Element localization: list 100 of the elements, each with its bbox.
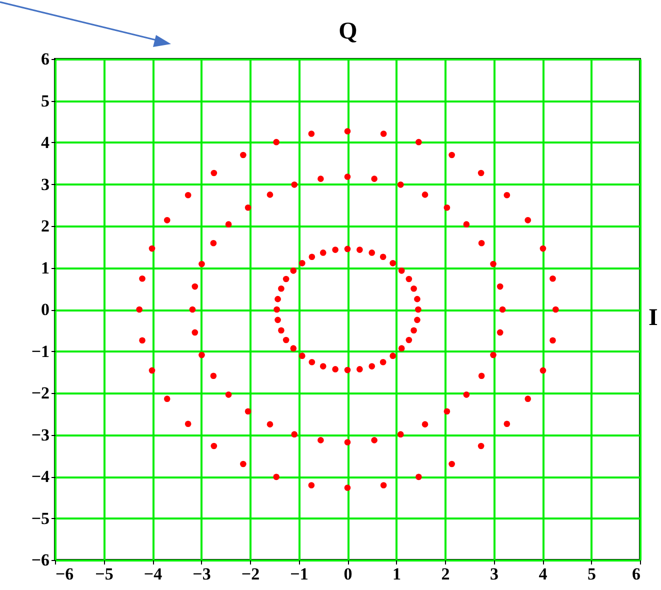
point — [282, 336, 290, 344]
y-tick-label: −4 — [31, 467, 50, 486]
point — [266, 192, 274, 198]
point — [184, 420, 192, 428]
y-tick-label: −6 — [31, 550, 50, 570]
point — [397, 431, 404, 438]
point — [444, 204, 450, 211]
point — [448, 152, 455, 158]
x-tick-label: −5 — [95, 564, 114, 584]
point — [320, 363, 326, 370]
point — [308, 254, 316, 260]
point — [356, 366, 363, 372]
point — [192, 329, 198, 336]
point — [478, 170, 484, 176]
x-axis-title: I — [648, 305, 658, 331]
point — [164, 217, 170, 224]
point — [240, 152, 246, 158]
point — [422, 192, 428, 198]
point — [318, 437, 324, 444]
point — [398, 268, 405, 274]
point — [550, 337, 556, 344]
point — [148, 367, 156, 374]
point — [524, 217, 532, 224]
point — [274, 316, 281, 324]
x-tick-label: 6 — [632, 564, 640, 584]
point — [282, 276, 290, 282]
point — [380, 482, 387, 488]
point — [371, 437, 378, 444]
point — [266, 421, 274, 428]
x-tick-label: 3 — [490, 564, 498, 584]
point — [278, 327, 284, 334]
point — [540, 245, 546, 252]
point — [332, 366, 338, 372]
point — [356, 246, 363, 253]
point — [274, 296, 281, 302]
point — [344, 366, 351, 374]
point — [210, 170, 218, 176]
point — [308, 482, 315, 488]
point — [244, 204, 252, 211]
point — [189, 306, 196, 313]
point — [320, 250, 326, 256]
point — [225, 221, 232, 228]
y-tick-label: 1 — [41, 258, 50, 278]
point — [308, 130, 315, 137]
point — [499, 306, 506, 313]
y-tick-label: 4 — [41, 133, 50, 152]
point — [344, 246, 351, 252]
point — [290, 268, 297, 274]
y-tick-label: 2 — [41, 216, 50, 236]
point — [552, 306, 559, 313]
y-tick-label: −5 — [31, 508, 50, 528]
point — [415, 306, 422, 313]
point — [291, 431, 298, 438]
point — [308, 358, 316, 366]
point — [273, 474, 280, 480]
point — [406, 336, 412, 344]
point — [490, 352, 496, 358]
point — [478, 442, 484, 450]
y-axis-title: Q — [338, 18, 358, 44]
point — [414, 316, 420, 324]
point — [380, 358, 386, 366]
point — [416, 138, 422, 146]
y-tick-label: 0 — [41, 300, 50, 319]
y-tick-label: 3 — [41, 174, 50, 194]
y-tick-label: 6 — [41, 50, 50, 68]
point — [368, 363, 376, 370]
point — [198, 260, 205, 268]
point — [244, 408, 252, 415]
point — [278, 285, 284, 292]
x-tick-label: 1 — [392, 564, 401, 584]
point — [240, 460, 246, 468]
x-tick-label: −4 — [144, 564, 163, 584]
point — [410, 285, 417, 292]
point — [406, 276, 412, 282]
point — [332, 246, 338, 253]
point — [210, 442, 218, 450]
point — [290, 345, 297, 352]
point — [410, 327, 417, 334]
point — [524, 396, 532, 402]
point — [463, 221, 470, 228]
x-tick-label: −1 — [290, 564, 308, 584]
point — [344, 174, 351, 180]
point — [299, 352, 306, 359]
point — [371, 176, 378, 182]
point — [291, 182, 298, 188]
point — [225, 392, 232, 398]
point — [478, 240, 485, 246]
x-tick-label: 2 — [441, 564, 450, 584]
point — [148, 245, 156, 252]
point — [504, 192, 510, 198]
x-tick-label: −6 — [56, 564, 74, 584]
point — [344, 128, 351, 134]
point — [478, 372, 485, 380]
point — [210, 240, 217, 246]
point — [318, 176, 324, 182]
point — [448, 460, 455, 468]
point — [398, 345, 405, 352]
x-tick-label: 0 — [344, 564, 352, 584]
y-tick-label: −2 — [31, 384, 50, 402]
x-tick-label: −3 — [192, 564, 211, 584]
